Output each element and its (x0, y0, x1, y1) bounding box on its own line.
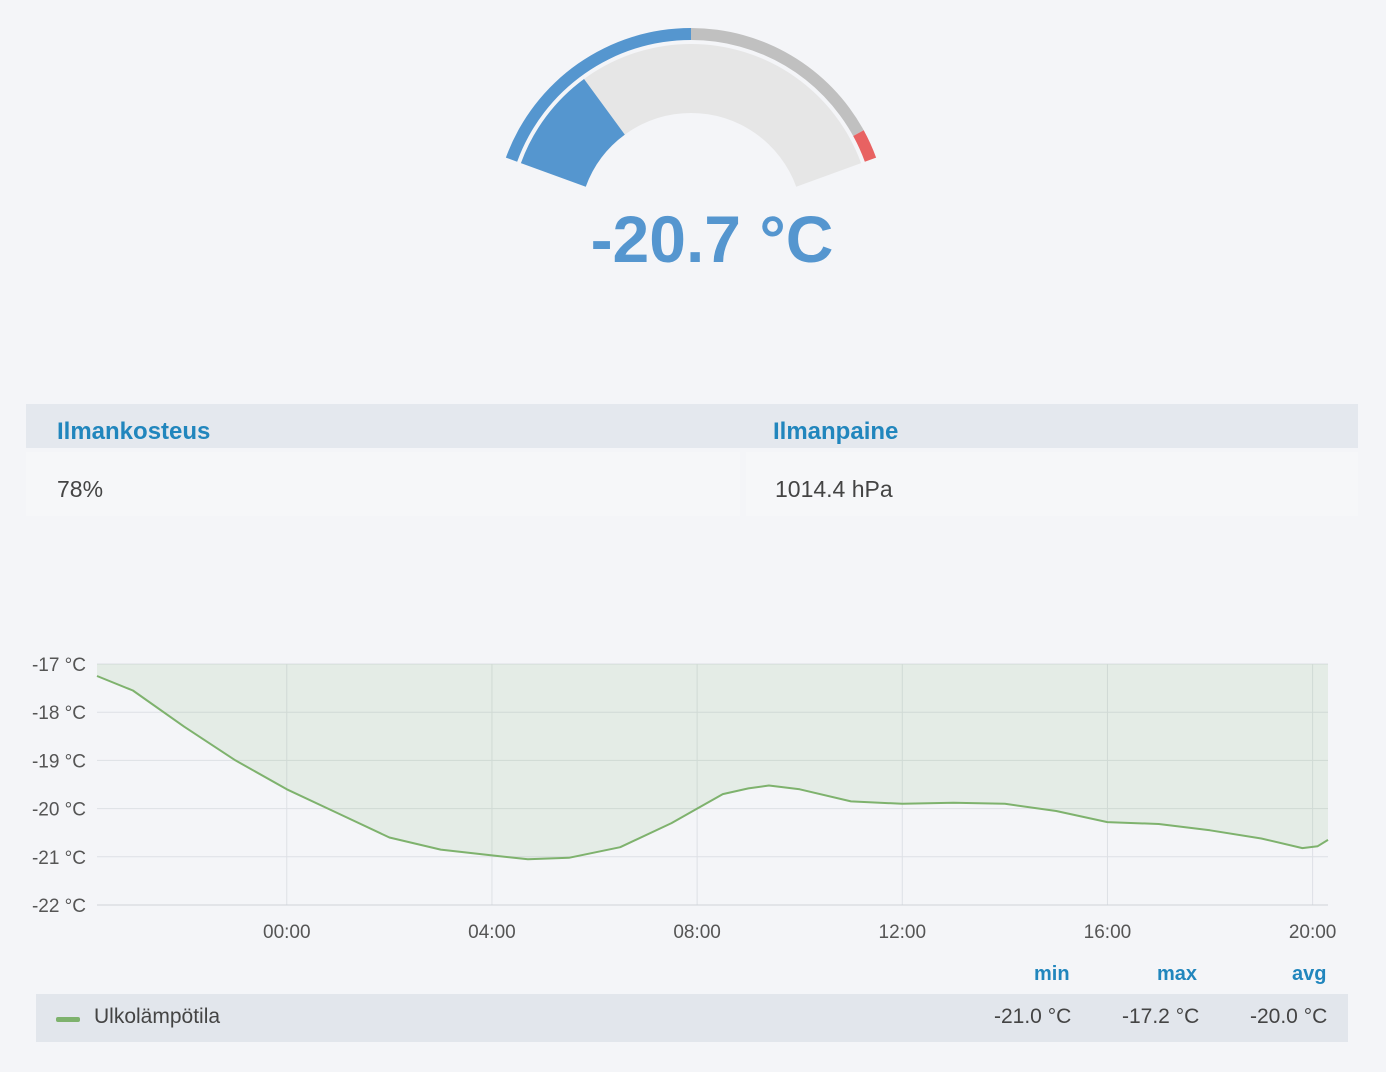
stat-table: Ilmankosteus Ilmanpaine 78% 1014.4 hPa (26, 404, 1358, 516)
legend-header-min[interactable]: min (1034, 963, 1070, 985)
series-area-fill (97, 664, 1328, 860)
gauge-value: -20.7 °C (591, 202, 834, 276)
y-tick-label: -21 °C (32, 848, 86, 869)
pressure-cell (746, 452, 1358, 516)
humidity-cell (26, 452, 740, 516)
legend-swatch (56, 1017, 80, 1022)
temperature-gauge: -20.7 °C (505, 28, 877, 276)
legend-avg-value: -20.0 °C (1250, 1005, 1328, 1028)
legend-max-value: -17.2 °C (1122, 1005, 1200, 1028)
y-tick-label: -22 °C (32, 896, 86, 917)
x-tick-label: 20:00 (1289, 922, 1337, 943)
x-tick-label: 04:00 (468, 922, 516, 943)
series-line (96, 675, 1329, 861)
y-tick-label: -18 °C (32, 703, 86, 724)
gauge-threshold-band (505, 28, 691, 162)
pressure-label: Ilmanpaine (773, 418, 899, 445)
humidity-label: Ilmankosteus (57, 418, 211, 445)
legend-series-name[interactable]: Ulkolämpötila (94, 1005, 221, 1028)
y-tick-label: -20 °C (32, 800, 86, 821)
pressure-value: 1014.4 hPa (775, 476, 893, 502)
y-tick-label: -19 °C (32, 751, 86, 772)
gauge-threshold-band (691, 28, 864, 137)
x-tick-label: 00:00 (263, 922, 311, 943)
stat-header-row (26, 404, 1358, 448)
gauge-threshold-band (853, 130, 877, 162)
legend-header-avg[interactable]: avg (1292, 963, 1327, 985)
humidity-value: 78% (57, 476, 104, 502)
legend-min-value: -21.0 °C (994, 1005, 1072, 1028)
legend-row[interactable]: Ulkolämpötila -21.0 °C -17.2 °C -20.0 °C (36, 994, 1348, 1042)
x-tick-label: 12:00 (879, 922, 927, 943)
x-tick-label: 16:00 (1084, 922, 1132, 943)
temperature-chart: -17 °C -18 °C -19 °C -20 °C -21 °C -22 °C 00:… (32, 655, 1337, 943)
x-tick-label: 08:00 (673, 922, 721, 943)
gauge-value-fill (520, 78, 625, 187)
legend-header-max[interactable]: max (1157, 963, 1198, 985)
y-tick-label: -17 °C (32, 655, 86, 676)
